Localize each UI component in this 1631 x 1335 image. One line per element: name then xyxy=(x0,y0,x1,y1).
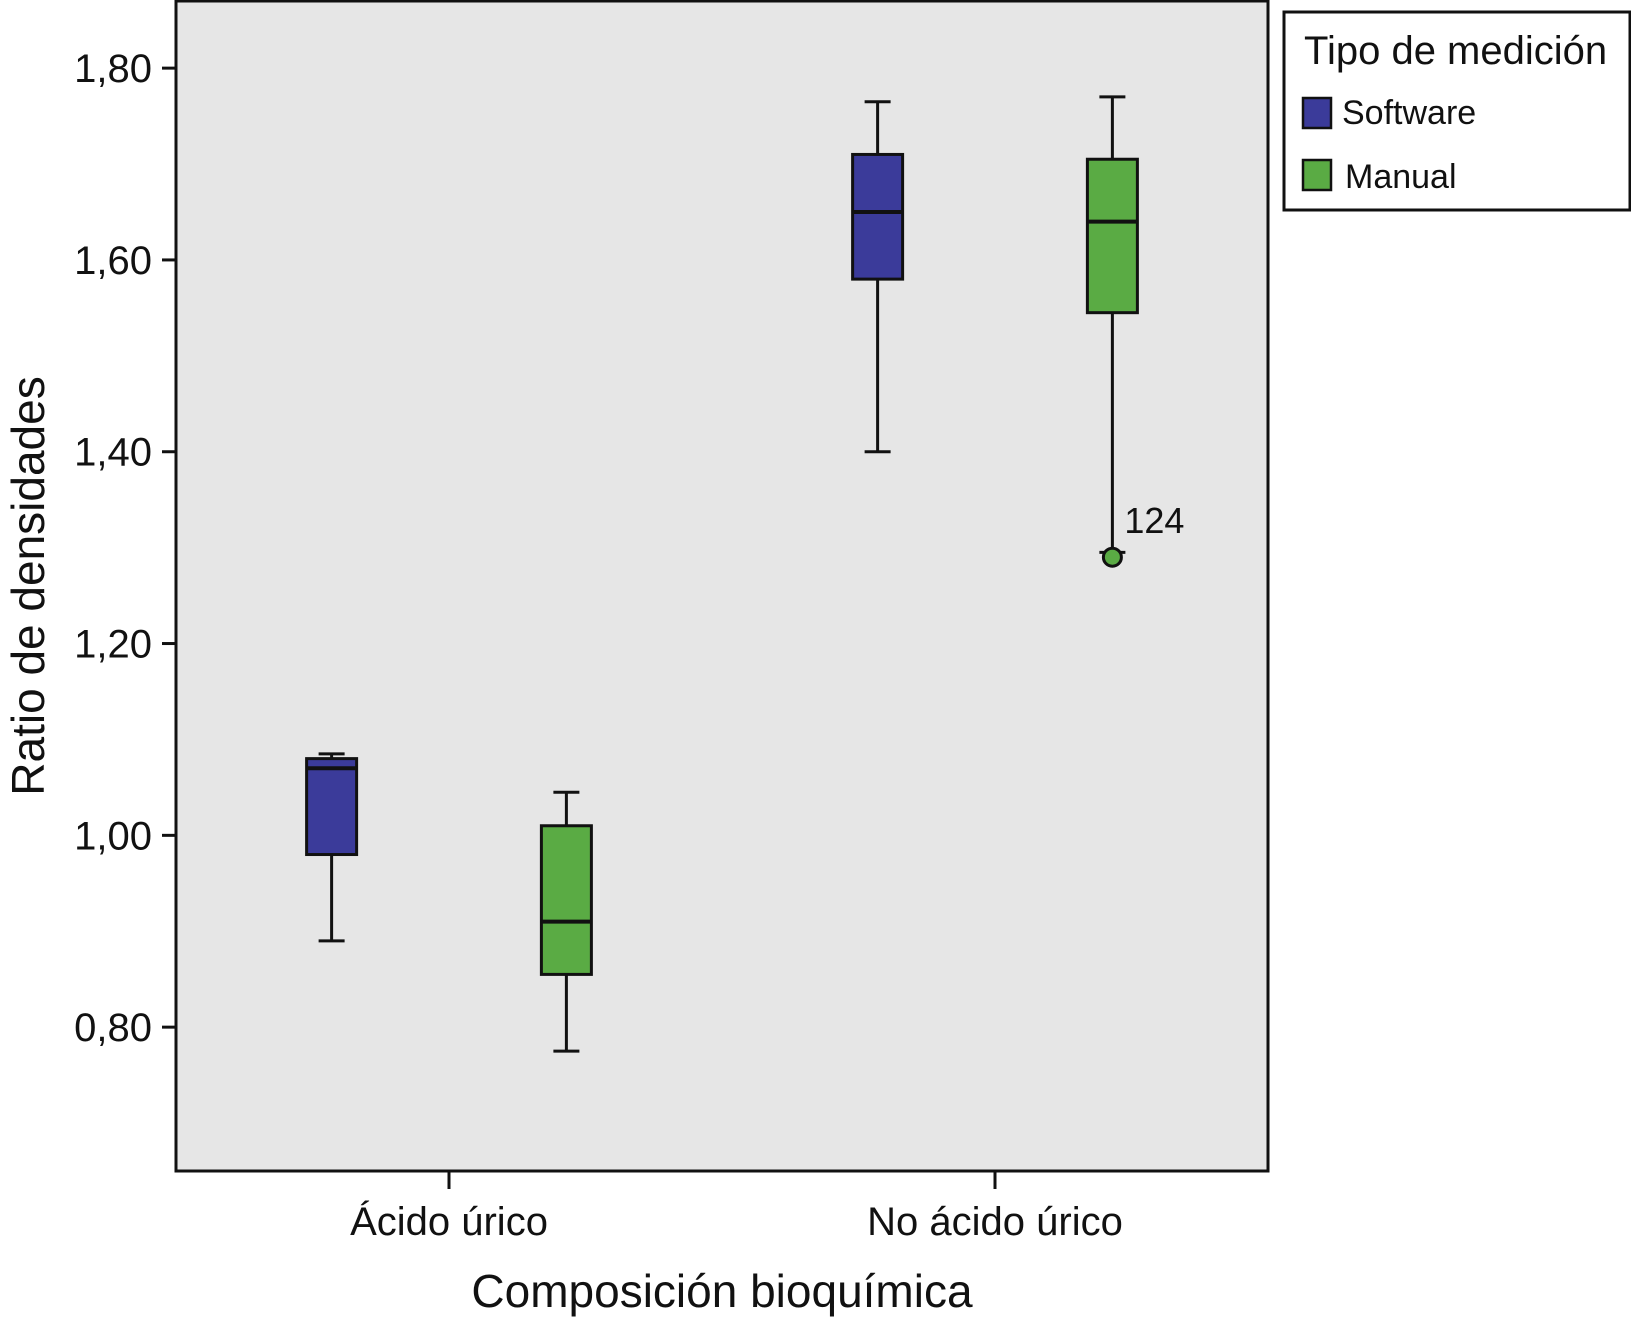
y-axis-title: Ratio de densidades xyxy=(2,376,54,795)
box-body xyxy=(851,152,905,281)
y-tick-label: 1,80 xyxy=(74,47,152,91)
boxes: 124 xyxy=(305,95,1184,1053)
x-axis: Ácido úrico No ácido úrico xyxy=(350,1171,1123,1244)
outlier-point xyxy=(1101,546,1123,568)
legend-swatch-manual xyxy=(1301,158,1333,192)
legend-label-manual: Manual xyxy=(1345,158,1457,196)
legend-label-software: Software xyxy=(1342,94,1476,132)
y-tick-label: 1,40 xyxy=(74,431,152,475)
y-tick-label: 0,80 xyxy=(74,1006,152,1050)
x-axis-title: Composición bioquímica xyxy=(471,1265,973,1317)
legend-title: Tipo de medición xyxy=(1304,29,1607,73)
box-manual-0 xyxy=(539,790,593,1053)
box-manual-1: 124 xyxy=(1085,95,1184,568)
legend-swatch-software xyxy=(1301,96,1333,130)
y-tick-label: 1,60 xyxy=(74,239,152,283)
y-tick-label: 1,20 xyxy=(74,623,152,667)
box-body xyxy=(305,757,359,857)
outlier-label: 124 xyxy=(1124,500,1184,541)
x-tick-label: No ácido úrico xyxy=(867,1200,1123,1244)
legend: Tipo de medición Software Manual xyxy=(1282,10,1631,212)
legend-frame xyxy=(1282,10,1631,212)
box-software-1 xyxy=(851,100,905,454)
y-tick-label: 1,00 xyxy=(74,814,152,858)
y-axis: 0,80 1,00 1,20 1,40 1,60 1,80 xyxy=(74,47,176,1050)
box-software-0 xyxy=(305,752,359,943)
box-body xyxy=(1085,157,1139,315)
box-body xyxy=(539,824,593,976)
x-tick-label: Ácido úrico xyxy=(350,1199,548,1244)
